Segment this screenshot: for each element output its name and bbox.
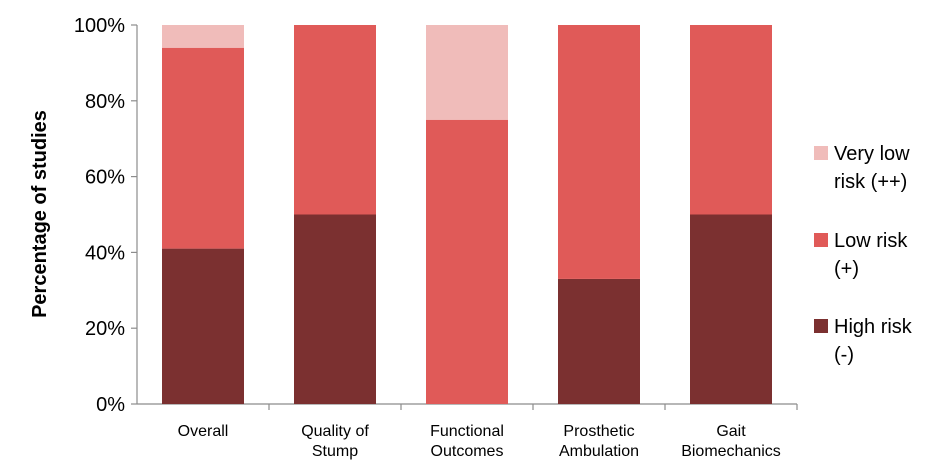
y-tick-label: 100% <box>74 15 125 37</box>
y-tick-labels: 0% 20% 40% 60% 80% 100% <box>74 15 125 416</box>
legend-swatch <box>814 233 828 247</box>
legend-label: Low risk <box>834 230 908 252</box>
bar-segment <box>162 248 244 404</box>
category-label: Gait <box>716 423 746 440</box>
category-label: Prosthetic <box>563 423 634 440</box>
bar-segment <box>294 25 376 215</box>
category-label: Biomechanics <box>681 443 781 460</box>
bar-segment <box>690 214 772 404</box>
y-axis-title-text: Percentage of studies <box>29 110 51 318</box>
bar-segment <box>162 47 244 249</box>
bar-segment <box>690 25 772 215</box>
category-label: Ambulation <box>559 443 639 460</box>
bars <box>162 25 772 404</box>
legend: Very low risk (++) Low risk (+) High risk (-) <box>814 143 913 366</box>
category-label: Overall <box>178 423 229 440</box>
bar-segment <box>426 25 508 120</box>
y-tick-label: 0% <box>96 394 125 416</box>
legend-swatch <box>814 146 828 160</box>
legend-label: risk (++) <box>834 171 907 193</box>
category-label: Stump <box>312 443 358 460</box>
category-labels: Overall Quality of Stump Functional Outcomes… <box>178 423 781 460</box>
legend-label: (-) <box>834 344 854 366</box>
bar-segment <box>294 214 376 404</box>
y-tick-label: 40% <box>85 242 125 264</box>
category-label: Quality of <box>301 423 369 440</box>
legend-label: Very low <box>834 143 910 165</box>
legend-label: (+) <box>834 258 859 280</box>
legend-swatch <box>814 319 828 333</box>
y-tick-label: 20% <box>85 318 125 340</box>
category-label: Outcomes <box>431 443 504 460</box>
bar-segment <box>558 25 640 279</box>
y-tick-label: 60% <box>85 167 125 189</box>
bar-segment <box>426 119 508 404</box>
bar-segment <box>558 278 640 404</box>
category-label: Functional <box>430 423 504 440</box>
legend-label: High risk <box>834 316 913 338</box>
bar-segment <box>162 25 244 48</box>
y-axis-title: Percentage of studies <box>29 110 51 318</box>
y-tick-label: 80% <box>85 91 125 113</box>
